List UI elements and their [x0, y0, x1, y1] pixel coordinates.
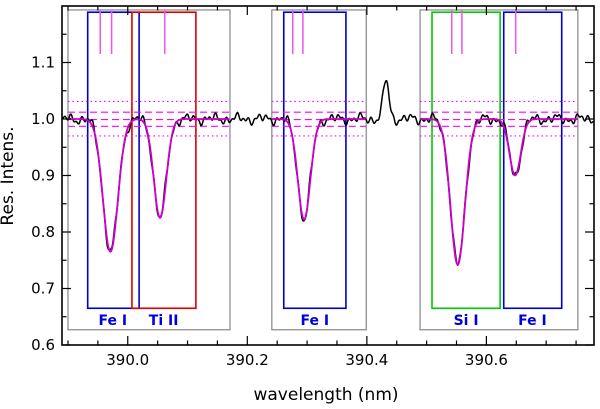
y-tick-label: 1.0 — [31, 110, 55, 128]
y-tick-label: 1.1 — [31, 54, 55, 72]
x-axis-title: wavelength (nm) — [253, 385, 399, 405]
x-tick-label: 390.6 — [465, 351, 508, 369]
y-tick-label: 0.7 — [31, 280, 55, 298]
segment-box — [419, 9, 579, 331]
y-axis-title: Res. Intens. — [0, 126, 18, 226]
mask-box-ti-ii — [131, 11, 197, 310]
y-tick-label: 0.9 — [31, 167, 55, 185]
mask-box-si-i — [431, 11, 501, 310]
species-label: Fe I — [301, 313, 330, 329]
species-labels: Fe I Ti II Fe I Si I Fe I — [99, 313, 547, 329]
fit-curve — [67, 118, 230, 253]
species-label: Fe I — [518, 313, 547, 329]
fit-curve — [271, 118, 366, 221]
x-tick-label: 390.4 — [345, 351, 388, 369]
mask-box-fe-i — [86, 11, 140, 310]
x-tick-label: 390.0 — [106, 351, 149, 369]
x-tick-label: 390.2 — [226, 351, 269, 369]
mask-box-fe-i — [282, 11, 347, 310]
species-label: Ti II — [149, 313, 179, 329]
tick-labels: 0.6 0.7 0.8 0.9 1.0 1.1 390.0 390.2 390.4 390.6 — [31, 54, 508, 370]
mask-box-fe-i — [502, 11, 563, 310]
y-tick-label: 0.8 — [31, 223, 55, 241]
fit-curve — [419, 118, 578, 266]
species-label: Fe I — [99, 313, 128, 329]
line-mask-boxes — [86, 11, 563, 310]
segment-box — [271, 9, 367, 331]
axes — [61, 5, 595, 346]
species-label: Si I — [454, 313, 479, 329]
segment-box — [67, 9, 231, 331]
y-tick-label: 0.6 — [31, 336, 55, 354]
segment-boxes — [67, 9, 579, 331]
fitted-profiles — [67, 118, 578, 266]
line-position-markers — [99, 9, 517, 55]
